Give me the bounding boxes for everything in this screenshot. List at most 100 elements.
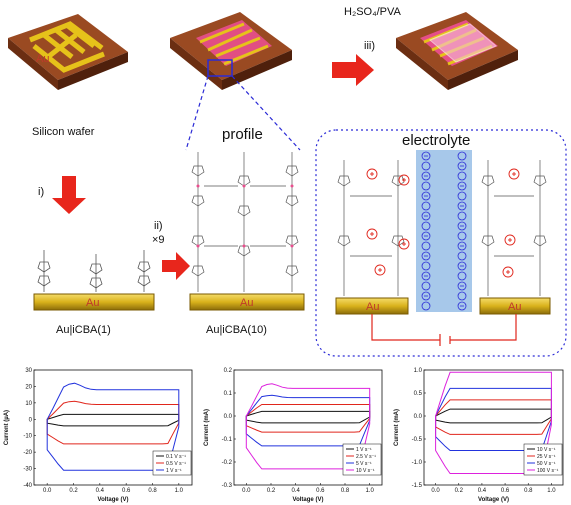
plot-frame — [233, 369, 383, 486]
x-tick-label: 0.4 — [96, 488, 105, 494]
y-tick-label: 0.1 — [224, 391, 233, 397]
legend-entry: 5 V s⁻¹ — [356, 461, 372, 467]
cv-curve — [245, 410, 371, 424]
x-tick-label: 0.8 — [341, 488, 350, 494]
profile-label: profile — [222, 126, 263, 143]
step-ii-times-label: ×9 — [152, 234, 165, 246]
arrow-step-i — [52, 176, 86, 214]
arrow-step-iii — [332, 54, 374, 86]
au-electrode-bar-1: Au — [33, 293, 155, 311]
y-tick-label: -0.5 — [412, 437, 423, 443]
gold-interdigitated-electrode-1 — [29, 21, 105, 73]
y-tick-label: -0.3 — [222, 483, 233, 489]
left-electrode-scaffold — [337, 160, 405, 296]
x-tick-label: 0.8 — [148, 488, 157, 494]
y-tick-label: -10 — [23, 434, 32, 440]
x-tick-label: 0.6 — [122, 488, 131, 494]
y-tick-label: 0.0 — [224, 414, 233, 420]
cv-curve — [245, 394, 371, 447]
step-ii-label: ii) — [154, 220, 163, 232]
y-axis-label: Current (mA) — [394, 409, 400, 446]
x-tick-label: 0.0 — [431, 488, 440, 494]
y-tick-label: 10 — [25, 401, 32, 407]
cv-curve — [46, 413, 180, 427]
x-tick-label: 0.4 — [478, 488, 487, 494]
zoom-line-right — [231, 75, 301, 151]
au-icba1-label: Au|iCBA(1) — [56, 324, 111, 336]
cv-curve — [245, 404, 371, 433]
x-tick-label: 0.2 — [455, 488, 464, 494]
au-electrode-bar-2: Au — [189, 293, 305, 311]
legend-entry: 1 V s⁻¹ — [356, 447, 372, 453]
cv-curve — [435, 387, 552, 451]
anion-column-right — [457, 151, 467, 311]
au-icba10-label: Au|iCBA(10) — [206, 324, 267, 336]
electrolyte-agent-label: H₂SO₄/PVA — [344, 6, 401, 18]
zoom-line-left — [185, 75, 209, 151]
y-tick-label: -40 — [23, 483, 32, 489]
y-tick-label: 0 — [29, 417, 33, 423]
x-axis-label: Voltage (V) — [478, 497, 509, 503]
x-tick-label: 0.2 — [69, 488, 78, 494]
icba10-molecules — [191, 152, 299, 292]
au-label-wafer: Au — [36, 53, 49, 65]
cv-chart-1: 0.0 0.2 0.4 0.6 0.8 1.0 30 20 10 0 -10 -20 -30 -40 Vol… — [4, 368, 193, 503]
x-tick-label: 0.8 — [524, 488, 533, 494]
cv-curve — [245, 383, 371, 470]
legend-entry: 0.1 V s⁻¹ — [166, 454, 186, 460]
silicon-wafer-label: Silicon wafer — [32, 126, 95, 138]
y-tick-label: 1.0 — [414, 368, 423, 374]
profile-selection-box — [207, 59, 233, 77]
cv-curve — [435, 408, 552, 424]
legend-entry: 1 V s⁻¹ — [166, 468, 182, 474]
cv-curve — [435, 371, 552, 474]
cations — [366, 168, 520, 278]
device-electrode-right: Au — [479, 297, 551, 315]
x-tick-label: 0.0 — [43, 488, 52, 494]
step-i-label: i) — [38, 186, 45, 198]
x-axis-label: Voltage (V) — [98, 497, 129, 503]
wafer-3 — [396, 12, 518, 90]
legend-entry: 100 V s⁻¹ — [537, 468, 559, 474]
device-electrode-left: Au — [335, 297, 409, 315]
au-label-bar-2: Au — [240, 297, 253, 309]
cv-curve — [435, 399, 552, 435]
wafer-1: Au — [8, 14, 128, 90]
device-frame — [315, 129, 567, 357]
legend-entry: 50 V s⁻¹ — [537, 461, 556, 467]
legend-entry: 10 V s⁻¹ — [356, 468, 375, 474]
legend-entry: 2.5 V s⁻¹ — [356, 454, 376, 460]
au-label-bar-1: Au — [86, 297, 99, 309]
au-label-device-left: Au — [366, 301, 379, 313]
step-iii-label: iii) — [364, 40, 375, 52]
y-tick-label: 0.5 — [414, 391, 423, 397]
anion-column-left — [421, 151, 431, 311]
x-tick-label: 0.4 — [291, 488, 300, 494]
arrow-step-ii — [162, 252, 190, 280]
legend-entry: 0.5 V s⁻¹ — [166, 461, 186, 467]
cv-chart-3: 0.0 0.2 0.4 0.6 0.8 1.0 1.0 0.5 0.0 -0.5 -1.0 -1.5 V… — [394, 368, 564, 503]
y-axis-label: Current (µA) — [4, 410, 10, 445]
plot-frame — [423, 369, 564, 486]
y-axis-label: Current (mA) — [204, 409, 210, 446]
y-tick-label: 20 — [25, 384, 32, 390]
x-tick-label: 0.6 — [316, 488, 325, 494]
x-tick-label: 0.2 — [267, 488, 276, 494]
right-electrode-scaffold — [481, 160, 547, 296]
y-tick-label: -0.2 — [222, 460, 233, 466]
y-tick-label: 0.0 — [414, 414, 423, 420]
y-tick-label: -1.0 — [412, 460, 423, 466]
electrolyte-label: electrolyte — [402, 132, 471, 149]
x-tick-label: 1.0 — [175, 488, 184, 494]
legend-entry: 10 V s⁻¹ — [537, 447, 556, 453]
au-label-device-right: Au — [508, 301, 521, 313]
x-axis-label: Voltage (V) — [293, 497, 324, 503]
external-circuit — [371, 314, 517, 346]
cv-curve — [46, 400, 180, 445]
x-tick-label: 0.6 — [501, 488, 510, 494]
y-tick-label: -1.5 — [412, 483, 423, 489]
y-tick-label: -20 — [23, 450, 32, 456]
legend-entry: 25 V s⁻¹ — [537, 454, 556, 460]
y-tick-label: -0.1 — [222, 437, 233, 443]
electrolyte-band — [416, 150, 472, 312]
